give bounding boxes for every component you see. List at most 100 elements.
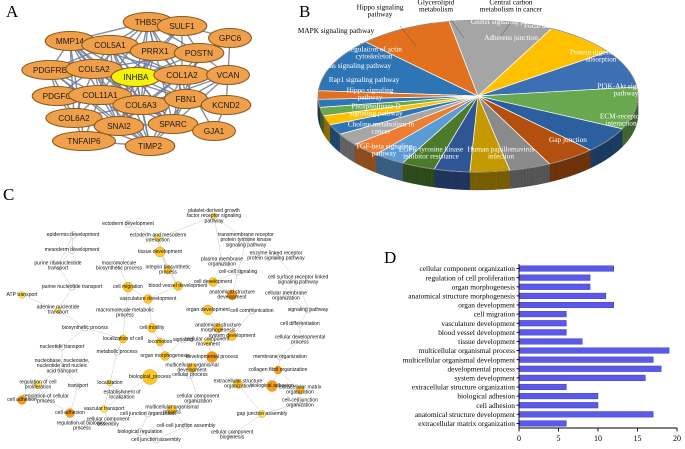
go-node[interactable]: establishment of localization xyxy=(103,389,141,400)
go-node[interactable]: vasculature development xyxy=(120,294,177,304)
go-node[interactable]: multicellular organismal development xyxy=(165,362,218,373)
go-node[interactable]: extracellular structure organization xyxy=(214,378,263,389)
go-node[interactable]: system development xyxy=(209,331,256,341)
go-node[interactable]: mesoderm development xyxy=(45,246,100,254)
go-node[interactable]: anatomical structure development xyxy=(209,289,255,300)
go-node[interactable]: ectoderm development xyxy=(102,220,154,228)
go-node[interactable]: purine ribonucleotide transport xyxy=(34,260,81,271)
go-node[interactable]: epidermis development xyxy=(47,231,100,239)
bar[interactable] xyxy=(518,383,567,391)
ppi-node-inhba[interactable]: INHBA xyxy=(110,66,162,88)
go-node[interactable]: localization of cell xyxy=(103,334,143,344)
go-node[interactable]: nucleobase, nucleoside, nucleotide and nu… xyxy=(35,358,90,375)
go-node[interactable]: locomotion xyxy=(148,337,173,347)
go-node[interactable]: transmembrane receptor protein tyrosine k… xyxy=(218,232,274,249)
ppi-node-gpc6[interactable]: GPC6 xyxy=(208,27,252,49)
bar[interactable] xyxy=(518,365,662,372)
ppi-node-gja1[interactable]: GJA1 xyxy=(192,120,236,142)
go-node[interactable]: metabolic process xyxy=(96,348,138,356)
go-node[interactable]: nucleotide transport xyxy=(40,343,85,351)
go-node[interactable]: cell migration xyxy=(113,281,143,293)
bar[interactable] xyxy=(518,329,567,336)
go-node[interactable]: cell-cell junction organization xyxy=(282,397,318,408)
go-node[interactable]: platelet-derived growth factor receptor s… xyxy=(187,208,242,225)
bar[interactable] xyxy=(518,292,607,299)
ppi-node-postn[interactable]: POSTN xyxy=(173,42,225,64)
go-node[interactable]: vascular transport xyxy=(84,405,125,413)
go-node[interactable]: regulation of biological process xyxy=(57,420,108,431)
ppi-node-col11a1[interactable]: COL11A1 xyxy=(68,84,133,106)
go-node[interactable]: integrin biosynthetic process xyxy=(145,264,190,275)
go-node[interactable]: extracellular matrix organization xyxy=(279,384,322,395)
ppi-node-tnfaip6[interactable]: TNFAIP6 xyxy=(51,130,117,152)
go-node[interactable]: cellular developmental process xyxy=(275,334,326,345)
go-node[interactable]: collagen fibril organization xyxy=(249,365,308,375)
go-node[interactable]: biological regulation xyxy=(117,428,163,436)
bar[interactable] xyxy=(518,265,615,272)
go-node[interactable]: cellular component organization xyxy=(177,393,220,404)
go-node[interactable]: cell communication xyxy=(230,307,274,315)
go-node[interactable]: macromolecule metabolic process xyxy=(96,307,154,318)
go-node[interactable]: cellular membrane organization xyxy=(265,290,307,301)
ppi-node-col1a2[interactable]: COL1A2 xyxy=(153,64,211,86)
go-node[interactable]: macromolecule biosynthetic process xyxy=(96,260,143,271)
bar[interactable] xyxy=(518,402,599,409)
ppi-node-snai2[interactable]: SNAI2 xyxy=(93,115,145,137)
go-node[interactable]: organ development xyxy=(186,304,230,316)
ppi-node-col5a1[interactable]: COL5A1 xyxy=(81,34,139,56)
go-node[interactable]: regulation of cell proliferation xyxy=(19,379,56,390)
ppi-node-col6a2[interactable]: COL6A2 xyxy=(45,107,103,129)
ppi-node-sparc[interactable]: SPARC xyxy=(147,113,199,135)
bar[interactable] xyxy=(518,301,615,309)
go-node[interactable]: cell surface receptor linked signaling pa… xyxy=(268,274,329,285)
go-node[interactable]: regulation of cellular process xyxy=(23,393,69,404)
go-node[interactable]: cellular component assembly xyxy=(87,416,130,427)
bar[interactable] xyxy=(518,347,670,354)
go-node[interactable]: signaling pathway xyxy=(288,306,329,314)
go-node[interactable]: organ morphogenesis xyxy=(140,351,190,361)
bar[interactable] xyxy=(518,283,591,290)
ppi-node-sulf1[interactable]: SULF1 xyxy=(156,15,208,37)
go-node[interactable]: anatomical structure morphogenesis xyxy=(195,322,241,333)
go-node[interactable]: cell junction assembly xyxy=(131,436,181,444)
bar[interactable] xyxy=(518,311,567,318)
go-node[interactable]: cell development xyxy=(194,277,233,287)
go-node[interactable]: gap junction assembly xyxy=(237,410,288,418)
go-node[interactable]: tissue development xyxy=(138,246,183,258)
go-node[interactable]: biological adhesion xyxy=(250,380,294,392)
go-node[interactable]: adenine nucleotide transport xyxy=(37,304,80,315)
go-node[interactable]: enzyme linked receptor protein signaling … xyxy=(247,250,305,261)
go-node[interactable]: biological_process xyxy=(129,369,171,385)
go-node[interactable]: membrane organization xyxy=(253,353,307,361)
bar[interactable] xyxy=(518,338,583,345)
bar[interactable] xyxy=(518,320,567,327)
go-node[interactable]: developmental process xyxy=(186,351,239,363)
go-node[interactable]: signaling xyxy=(173,336,193,344)
go-node[interactable]: blood vessel development xyxy=(149,281,208,291)
go-node[interactable]: cell motility xyxy=(140,323,165,333)
ppi-node-col6a3[interactable]: COL6A3 xyxy=(112,94,170,116)
go-node[interactable]: cell junction organization xyxy=(120,410,176,418)
go-node[interactable]: cellular component biogenesis xyxy=(211,429,254,440)
bar[interactable] xyxy=(518,393,599,400)
ppi-node-vcan[interactable]: VCAN xyxy=(206,64,250,86)
go-node[interactable]: purine nucleotide transport xyxy=(42,283,103,291)
ppi-node-prrx1[interactable]: PRRX1 xyxy=(129,40,181,62)
go-node[interactable]: cell adhesion xyxy=(55,408,85,418)
bar[interactable] xyxy=(518,274,591,281)
ppi-node-kcnd2[interactable]: KCND2 xyxy=(200,94,252,116)
go-node[interactable]: localization xyxy=(97,379,123,387)
go-node[interactable]: cellular component movement xyxy=(187,336,230,347)
go-node[interactable]: cell-cell junction assembly xyxy=(157,422,216,430)
ppi-node-timp2[interactable]: TIMP2 xyxy=(124,135,176,157)
bar[interactable] xyxy=(518,374,646,381)
go-node[interactable]: cell-cell signaling xyxy=(219,268,258,276)
go-node[interactable]: biosynthetic process xyxy=(62,324,109,332)
go-node[interactable]: transport xyxy=(68,382,89,390)
go-node[interactable]: ATP transport xyxy=(7,291,39,299)
go-node[interactable]: plasma membrane organization xyxy=(201,256,243,267)
go-node[interactable]: cell differentiation xyxy=(280,320,320,328)
bar[interactable] xyxy=(518,411,654,418)
go-node[interactable]: cell adhesion xyxy=(7,395,37,405)
go-node[interactable]: ectoderm and mesoderm interaction xyxy=(130,232,187,243)
